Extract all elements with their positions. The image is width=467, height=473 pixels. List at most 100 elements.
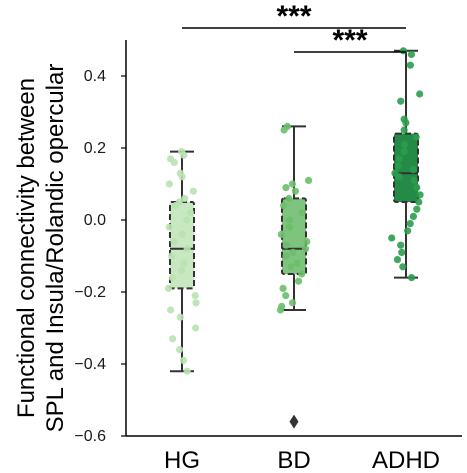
data-point [413,184,421,192]
data-point [180,151,188,159]
data-point [397,241,405,249]
y-tick-label: −0.4 [74,356,106,373]
data-point [282,184,290,192]
data-point [165,223,173,231]
data-point [189,187,197,195]
box-adhd [393,132,419,204]
data-point [413,205,421,213]
data-point [288,180,296,188]
data-point [167,306,175,314]
data-point [170,238,178,246]
data-point [280,202,288,210]
data-point [178,230,186,238]
data-point [293,259,301,267]
data-point [407,50,416,59]
y-tick-label: −0.2 [74,284,106,301]
data-point [294,277,303,285]
data-point [388,234,396,242]
data-point [175,346,184,354]
data-point [397,97,405,105]
y-axis-label-line-2: SPL and Insula/Rolandic opercular [42,64,69,433]
data-point [393,256,402,264]
data-point [416,90,424,98]
data-point [276,306,285,314]
data-point [400,140,409,148]
data-point [282,292,290,300]
data-point [406,61,415,69]
x-category-label: HG [164,447,200,473]
data-point [404,227,412,235]
y-tick-label: −0.6 [74,428,106,445]
significance-label: *** [332,24,367,57]
data-point [301,245,310,253]
data-point [410,176,418,184]
data-point [298,270,306,278]
data-point [399,47,407,55]
data-point [179,356,188,364]
data-point [298,209,306,217]
data-point [407,274,416,282]
significance-label: *** [276,0,311,33]
data-point [181,194,189,202]
data-point [416,191,424,199]
data-point [398,248,406,256]
data-point [303,238,311,246]
data-point [304,176,313,184]
data-point [400,148,408,156]
data-point [409,212,418,220]
data-point [285,194,293,202]
y-axis-label-line-1: Functional connectivity between [13,78,40,418]
data-point [279,284,287,292]
data-point [192,324,200,332]
x-category-label: ADHD [372,447,440,473]
data-point [280,126,288,134]
data-point [169,335,177,343]
data-point [192,299,200,307]
data-point [164,284,173,292]
data-point [183,367,191,375]
axis-labels: Functional connectivity between SPL and … [13,64,69,433]
data-point [406,220,414,228]
data-point [395,173,403,181]
data-point [183,245,191,253]
y-tick-label: 0.0 [84,212,106,229]
data-point [277,230,285,238]
axes: −0.6 −0.4 −0.2 0.0 0.2 0.4 HG BD ADHD [74,40,462,473]
data-point [409,166,417,174]
data-point [183,216,191,224]
data-point [171,202,180,210]
data-points [164,47,424,375]
data-point [285,223,294,231]
data-point [394,162,402,170]
data-point [178,173,186,181]
significance-annotations: *** *** [182,0,406,57]
data-point [282,252,290,260]
y-tick-label: 0.2 [84,140,106,157]
box-series [169,49,419,429]
y-tick-label: 0.4 [84,68,106,85]
data-point [168,274,176,282]
data-point [415,198,423,206]
data-point [285,216,294,224]
data-point [178,266,186,274]
data-point [186,209,195,217]
data-point [412,133,420,141]
data-point [176,313,184,321]
data-point [288,299,297,307]
data-point [170,158,178,166]
data-point [400,126,408,134]
data-point [289,248,297,256]
data-point [402,119,410,127]
outlier-marker [289,414,299,429]
data-point [168,252,176,260]
x-category-label: BD [277,447,310,473]
data-point [399,263,407,271]
data-point [291,187,300,195]
data-point [395,155,403,163]
data-point [191,292,199,300]
data-point [165,180,173,188]
data-point [287,263,295,271]
data-point [180,259,188,267]
data-point [282,241,290,249]
